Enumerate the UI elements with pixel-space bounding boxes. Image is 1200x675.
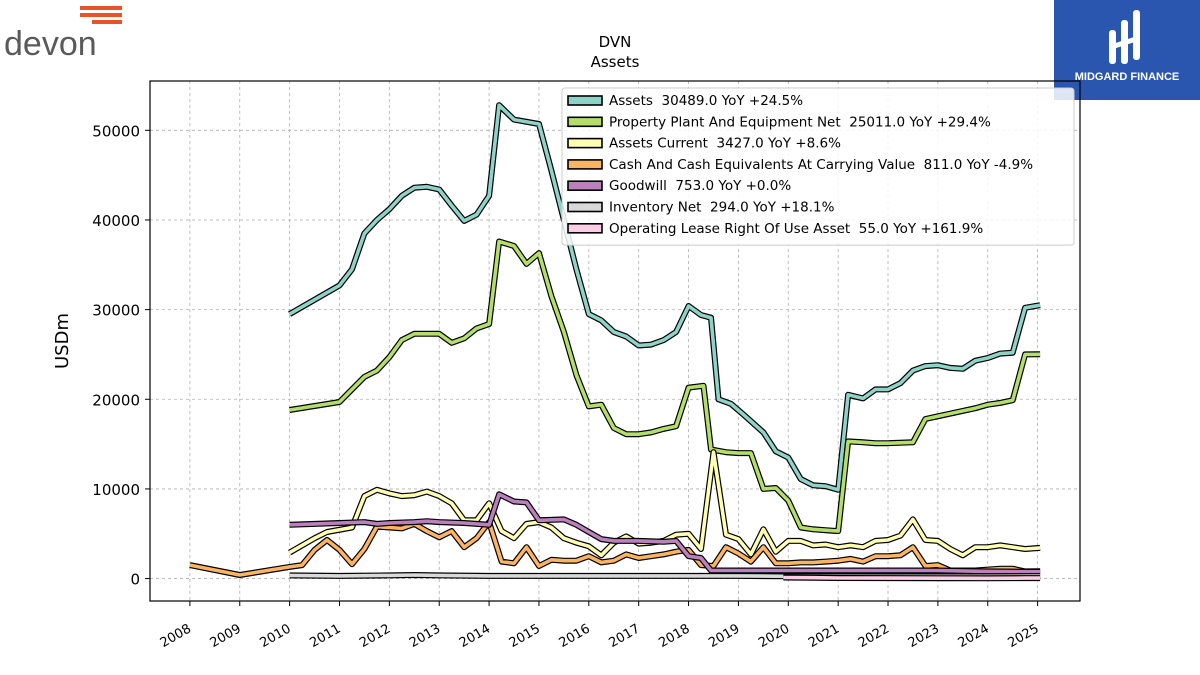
y-tick-label: 0 (130, 571, 140, 589)
series-line-outline (289, 491, 1041, 575)
series-line (288, 450, 1041, 558)
legend-swatch (567, 137, 603, 149)
legend-label: Inventory Net 294.0 YoY +18.1% (609, 200, 835, 216)
legend-label: Assets Current 3427.0 YoY +8.6% (609, 136, 841, 152)
y-tick-label: 50000 (92, 122, 140, 140)
y-tick-label: 10000 (92, 481, 140, 499)
x-tick-label: 2015 (507, 621, 543, 651)
legend-swatch (567, 201, 603, 213)
legend-label: Assets 30489.0 YoY +24.5% (609, 93, 803, 109)
legend-swatch (567, 159, 603, 170)
legend-label: Property Plant And Equipment Net 25011.0… (609, 114, 991, 130)
series-line (783, 575, 1041, 581)
x-tick-label: 2012 (357, 621, 393, 651)
x-tick-label: 2025 (1005, 621, 1041, 651)
legend-label: Cash And Cash Equivalents At Carrying Va… (609, 157, 1033, 173)
x-tick-label: 2014 (457, 621, 493, 651)
series-line (288, 103, 1041, 492)
x-tick-label: 2009 (208, 621, 244, 651)
y-tick-label: 40000 (92, 212, 140, 230)
legend-swatch (567, 116, 603, 128)
x-tick-label: 2010 (257, 621, 293, 651)
legend-box (561, 87, 1075, 246)
x-tick-label: 2011 (307, 621, 343, 651)
devon-logo-bar (92, 20, 122, 24)
midgard-finance-logo: MIDGARD FINANCE (1054, 0, 1200, 100)
series-line (289, 492, 1041, 574)
legend-swatch (567, 180, 603, 191)
midgard-logo-text: MIDGARD FINANCE (1075, 71, 1180, 83)
legend-label: Goodwill 753.0 YoY +0.0% (609, 178, 791, 194)
x-tick-label: 2008 (158, 621, 194, 651)
x-tick-label: 2019 (706, 621, 742, 651)
x-tick-label: 2018 (656, 621, 692, 651)
series-line (289, 239, 1041, 533)
series-line (189, 520, 1041, 577)
x-tick-label: 2020 (756, 621, 792, 651)
x-tick-label: 2023 (906, 621, 942, 651)
x-tick-label: 2013 (407, 621, 443, 651)
chart-subtitle: Assets (591, 53, 640, 71)
legend-swatch (567, 223, 603, 234)
x-tick-label: 2016 (557, 621, 593, 651)
devon-logo-bar (80, 13, 122, 17)
midgard-emblem-icon (1109, 10, 1140, 64)
devon-logo: devon (4, 6, 122, 63)
chart-title: DVN (599, 33, 632, 51)
y-tick-label: 20000 (92, 391, 140, 409)
series-line-outline (289, 238, 1041, 535)
plot-frame (149, 80, 1081, 602)
x-tick-label: 2017 (607, 621, 643, 651)
series-lines (189, 102, 1041, 582)
legend-label: Operating Lease Right Of Use Asset 55.0 … (609, 221, 983, 237)
x-tick-label: 2022 (856, 621, 892, 651)
legend: Assets 30489.0 YoY +24.5% Property Plant … (561, 87, 1075, 246)
legend-swatch (567, 95, 603, 106)
devon-logo-text: devon (4, 25, 97, 63)
devon-logo-bar (80, 6, 122, 10)
y-axis-label: USDm (52, 313, 73, 369)
x-tick-label: 2024 (956, 621, 992, 651)
x-tick-label: 2021 (806, 621, 842, 651)
y-tick-label: 30000 (92, 302, 140, 320)
